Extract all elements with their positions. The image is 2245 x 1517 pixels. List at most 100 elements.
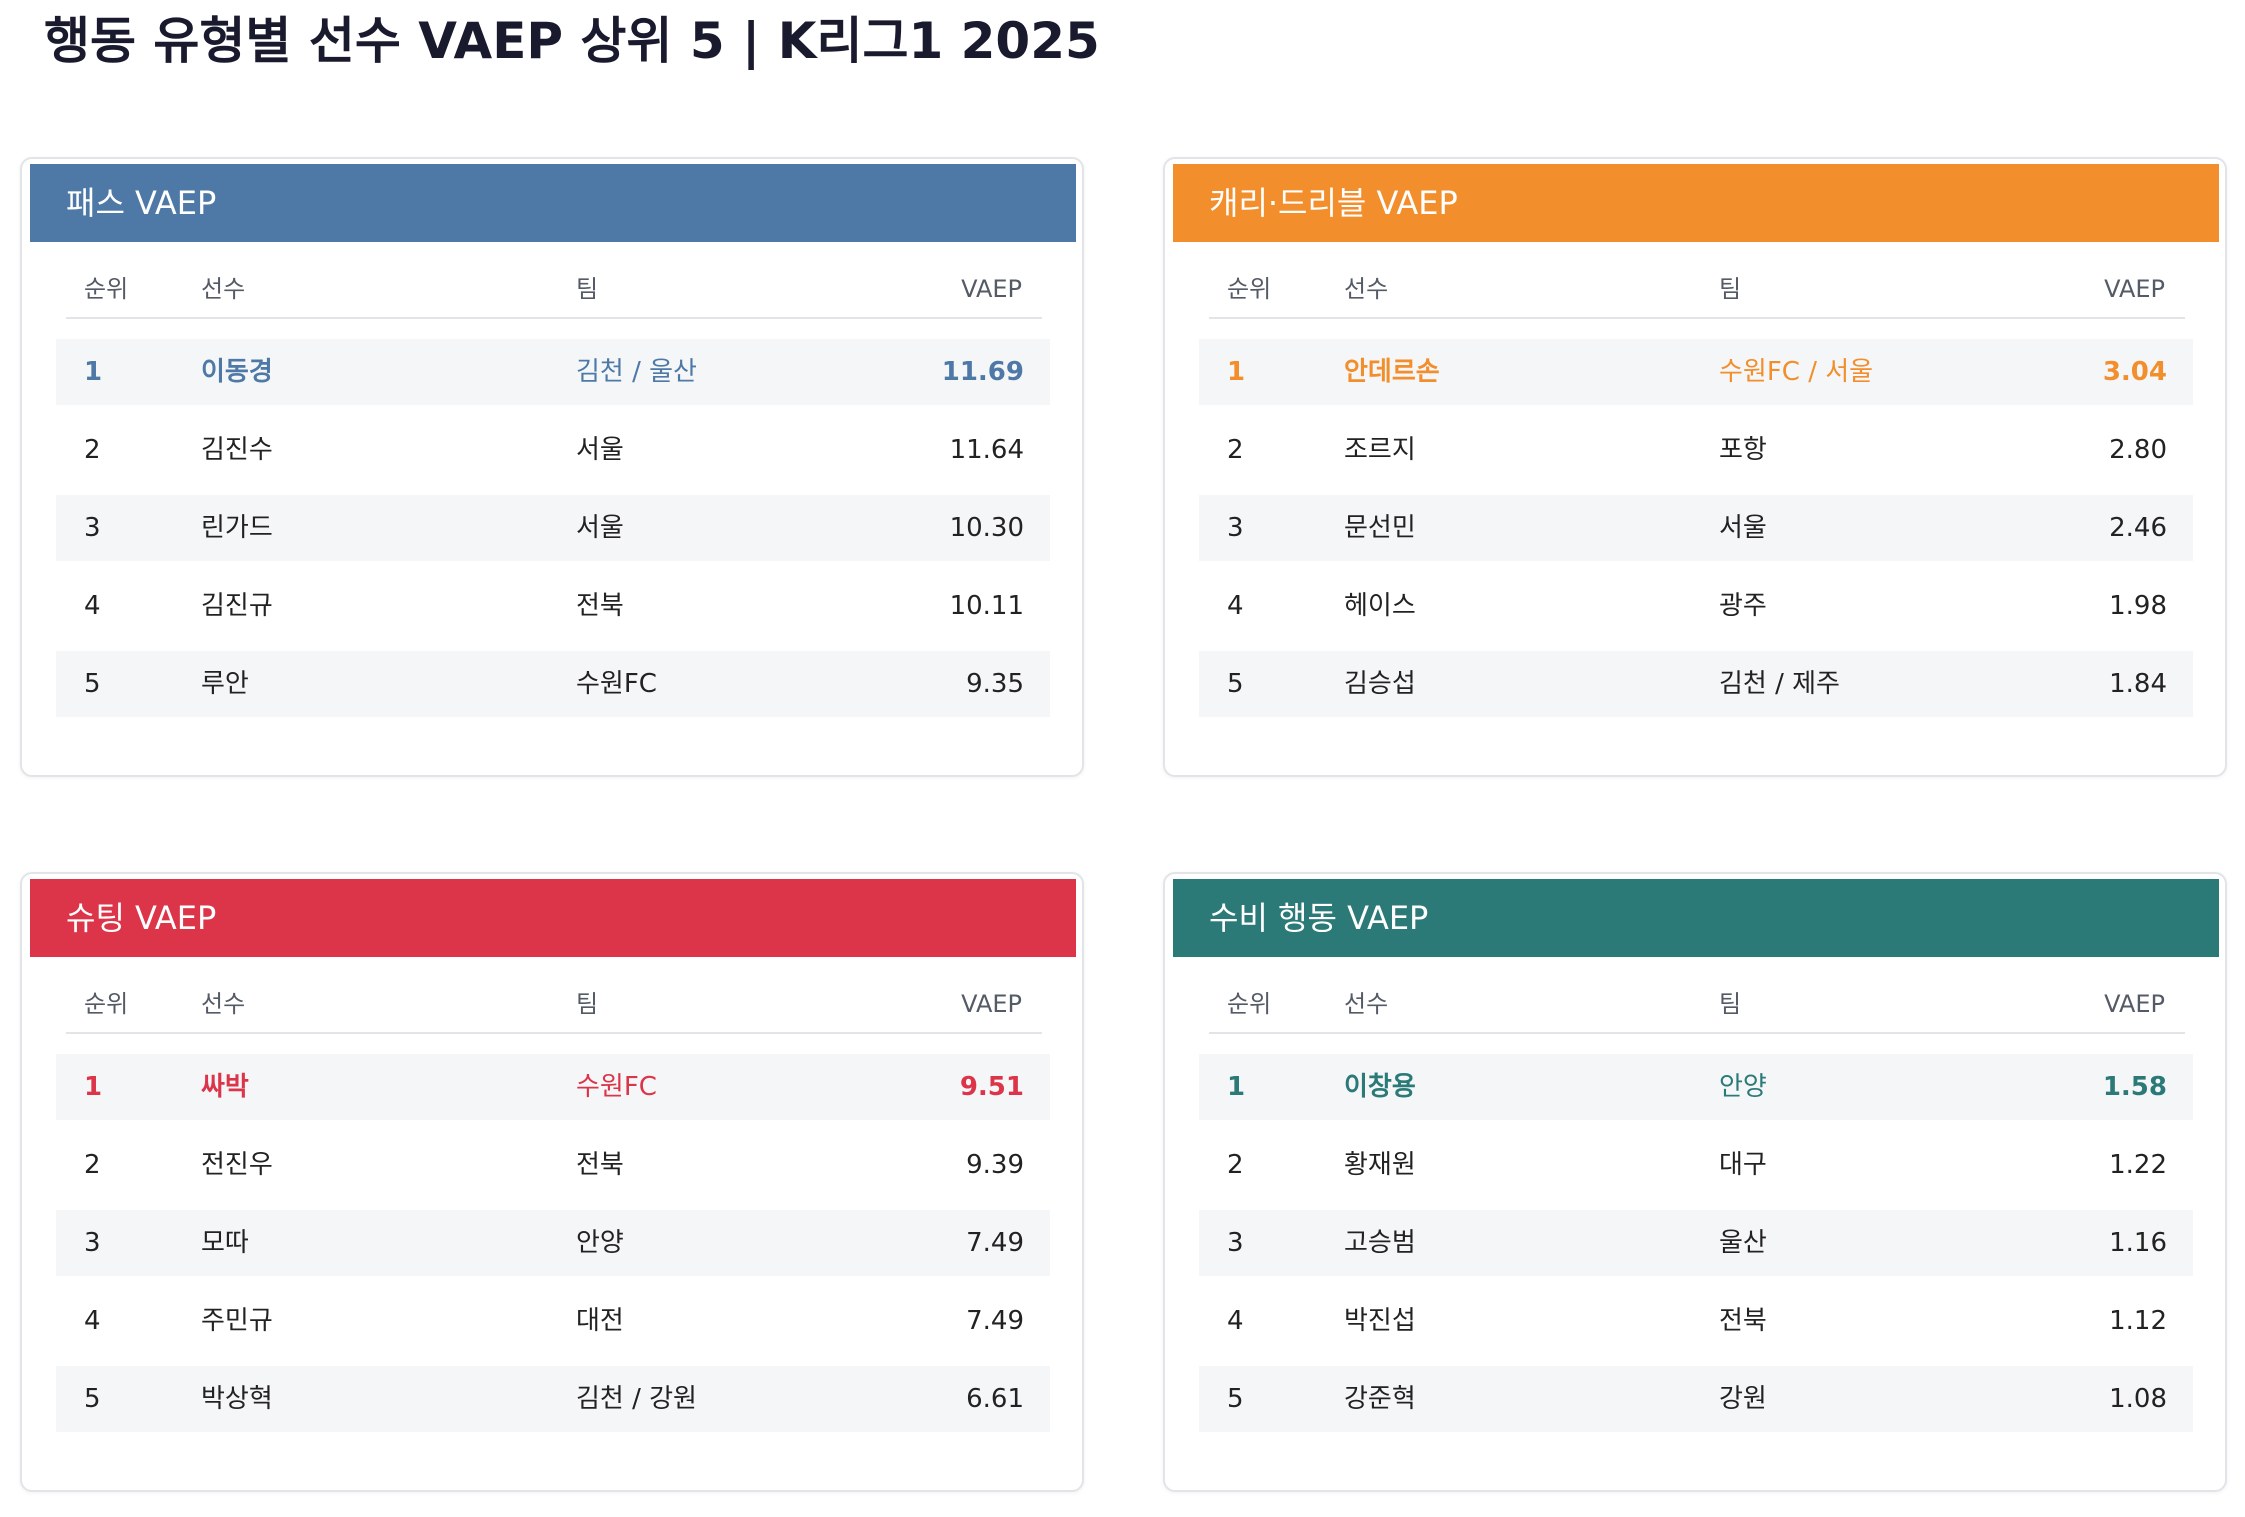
player-cell: 싸박 (201, 1072, 249, 1102)
column-header-team: 팀 (1719, 990, 1742, 1018)
page-title: 행동 유형별 선수 VAEP 상위 5 | K리그1 2025 (44, 12, 1100, 70)
vaep-cell: 9.35 (966, 669, 1024, 699)
header-divider (66, 1032, 1042, 1034)
player-cell: 이창용 (1344, 1072, 1416, 1102)
column-header-player: 선수 (1344, 990, 1389, 1018)
team-cell: 수원FC / 서울 (1719, 357, 1874, 387)
table-row: 4 박진섭 전북 1.12 (1199, 1288, 2193, 1354)
table-row: 5 박상혁 김천 / 강원 6.61 (56, 1366, 1050, 1432)
team-cell: 수원FC (576, 669, 657, 699)
rank-cell: 4 (84, 1306, 101, 1336)
vaep-cell: 1.22 (2109, 1150, 2167, 1180)
player-cell: 강준혁 (1344, 1384, 1416, 1414)
vaep-cell: 10.11 (949, 591, 1024, 621)
column-header-vaep: VAEP (961, 990, 1022, 1018)
team-cell: 울산 (1719, 1228, 1767, 1258)
vaep-cell: 10.30 (949, 513, 1024, 543)
vaep-cell: 2.80 (2109, 435, 2167, 465)
team-cell: 서울 (576, 435, 624, 465)
team-cell: 대전 (576, 1306, 624, 1336)
table-row: 1 이동경 김천 / 울산 11.69 (56, 339, 1050, 405)
rank-cell: 4 (84, 591, 101, 621)
column-header-team: 팀 (576, 990, 599, 1018)
rank-cell: 4 (1227, 1306, 1244, 1336)
column-header-player: 선수 (201, 990, 246, 1018)
column-header-rank: 순위 (84, 990, 129, 1018)
table-row: 2 황재원 대구 1.22 (1199, 1132, 2193, 1198)
rank-cell: 1 (1227, 1072, 1246, 1102)
player-cell: 박진섭 (1344, 1306, 1416, 1336)
table-row: 4 주민규 대전 7.49 (56, 1288, 1050, 1354)
table-row: 2 김진수 서울 11.64 (56, 417, 1050, 483)
vaep-cell: 9.39 (966, 1150, 1024, 1180)
rank-cell: 4 (1227, 591, 1244, 621)
team-cell: 포항 (1719, 435, 1767, 465)
player-cell: 조르지 (1344, 435, 1416, 465)
vaep-cell: 7.49 (966, 1306, 1024, 1336)
vaep-cell: 11.64 (949, 435, 1024, 465)
player-cell: 안데르손 (1344, 357, 1440, 387)
vaep-cell: 1.08 (2109, 1384, 2167, 1414)
rank-cell: 3 (84, 513, 101, 543)
table-row: 1 싸박 수원FC 9.51 (56, 1054, 1050, 1120)
rank-cell: 5 (1227, 1384, 1244, 1414)
table-row: 5 강준혁 강원 1.08 (1199, 1366, 2193, 1432)
rank-cell: 1 (84, 357, 103, 387)
vaep-cell: 1.58 (2102, 1072, 2167, 1102)
player-cell: 주민규 (201, 1306, 273, 1336)
table-row: 2 조르지 포항 2.80 (1199, 417, 2193, 483)
rank-cell: 3 (1227, 1228, 1244, 1258)
team-cell: 강원 (1719, 1384, 1767, 1414)
team-cell: 김천 / 제주 (1719, 669, 1840, 699)
table-row: 3 모따 안양 7.49 (56, 1210, 1050, 1276)
team-cell: 서울 (576, 513, 624, 543)
team-cell: 수원FC (576, 1072, 657, 1102)
column-header-team: 팀 (576, 275, 599, 303)
column-header-player: 선수 (1344, 275, 1389, 303)
column-header-player: 선수 (201, 275, 246, 303)
team-cell: 안양 (576, 1228, 624, 1258)
player-cell: 루안 (201, 669, 249, 699)
header-divider (66, 317, 1042, 319)
table-row: 3 린가드 서울 10.30 (56, 495, 1050, 561)
rank-cell: 2 (1227, 435, 1244, 465)
vaep-cell: 1.84 (2109, 669, 2167, 699)
table-row: 1 이창용 안양 1.58 (1199, 1054, 2193, 1120)
player-cell: 이동경 (201, 357, 273, 387)
vaep-cell: 1.12 (2109, 1306, 2167, 1336)
rank-cell: 5 (84, 1384, 101, 1414)
rank-cell: 1 (1227, 357, 1246, 387)
column-header-vaep: VAEP (2104, 990, 2165, 1018)
rank-cell: 1 (84, 1072, 103, 1102)
rank-cell: 5 (84, 669, 101, 699)
ranking-card: 슈팅 VAEP 순위 선수 팀 VAEP 1 싸박 수원FC 9.51 2 전진우 전북 9.39 3 모따… (20, 872, 1084, 1492)
rank-cell: 2 (84, 1150, 101, 1180)
column-header-rank: 순위 (1227, 990, 1272, 1018)
ranking-card: 패스 VAEP 순위 선수 팀 VAEP 1 이동경 김천 / 울산 11.69 2 김진수 서울 11… (20, 157, 1084, 777)
table-row: 2 전진우 전북 9.39 (56, 1132, 1050, 1198)
ranking-card: 수비 행동 VAEP 순위 선수 팀 VAEP 1 이창용 안양 1.58 2 황재원 대구 1.22 3… (1163, 872, 2227, 1492)
player-cell: 문선민 (1344, 513, 1416, 543)
header-divider (1209, 317, 2185, 319)
team-cell: 대구 (1719, 1150, 1767, 1180)
team-cell: 김천 / 울산 (576, 357, 697, 387)
rank-cell: 2 (84, 435, 101, 465)
column-header-team: 팀 (1719, 275, 1742, 303)
player-cell: 전진우 (201, 1150, 273, 1180)
rank-cell: 3 (84, 1228, 101, 1258)
vaep-cell: 11.69 (941, 357, 1024, 387)
vaep-cell: 1.98 (2109, 591, 2167, 621)
table-row: 5 루안 수원FC 9.35 (56, 651, 1050, 717)
card-title: 수비 행동 VAEP (1173, 879, 2219, 957)
player-cell: 헤이스 (1344, 591, 1416, 621)
card-title: 패스 VAEP (30, 164, 1076, 242)
team-cell: 안양 (1719, 1072, 1767, 1102)
player-cell: 김진규 (201, 591, 273, 621)
table-row: 4 김진규 전북 10.11 (56, 573, 1050, 639)
ranking-card: 캐리·드리블 VAEP 순위 선수 팀 VAEP 1 안데르손 수원FC / 서울 3.04 2 조… (1163, 157, 2227, 777)
player-cell: 김승섭 (1344, 669, 1416, 699)
column-header-rank: 순위 (84, 275, 129, 303)
player-cell: 고승범 (1344, 1228, 1416, 1258)
team-cell: 광주 (1719, 591, 1767, 621)
player-cell: 박상혁 (201, 1384, 273, 1414)
